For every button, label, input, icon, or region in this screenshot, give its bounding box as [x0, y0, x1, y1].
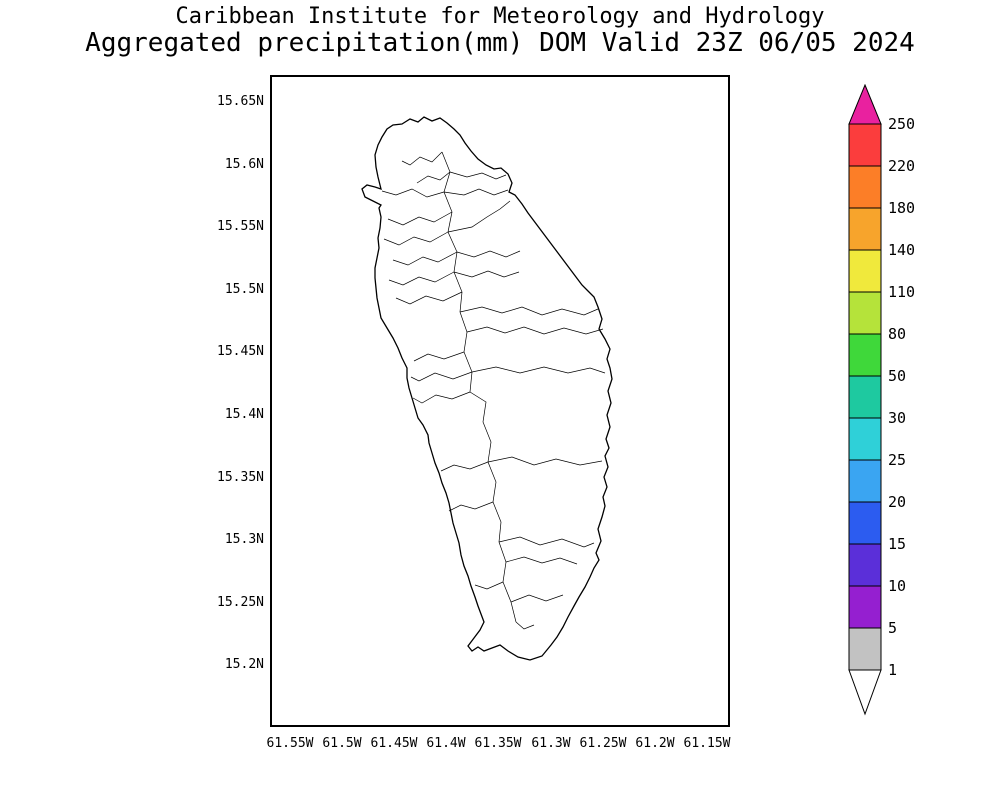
- colorbar-level-label: 110: [888, 283, 916, 301]
- colorbar-level-label: 50: [888, 367, 907, 385]
- colorbar-segment: [848, 333, 882, 377]
- precipitation-colorbar: [848, 83, 882, 716]
- colorbar-level-label: 30: [888, 409, 907, 427]
- colorbar-segment: [848, 585, 882, 629]
- y-axis-label: 15.45N: [217, 344, 264, 359]
- colorbar-level-label: 250: [888, 115, 916, 133]
- colorbar-level-label: 140: [888, 241, 916, 259]
- y-axis-label: 15.25N: [217, 595, 264, 610]
- page-title: Caribbean Institute for Meteorology and …: [175, 4, 825, 29]
- colorbar-segment: [848, 249, 882, 293]
- y-axis-label: 15.2N: [224, 657, 264, 672]
- colorbar-graphic: [848, 83, 882, 716]
- x-axis-label: 61.55W: [266, 736, 314, 751]
- x-axis-label: 61.35W: [474, 736, 522, 751]
- colorbar-level-label: 20: [888, 493, 907, 511]
- y-axis-label: 15.5N: [224, 282, 264, 297]
- colorbar-level-label: 15: [888, 535, 907, 553]
- y-axis-label: 15.6N: [224, 157, 264, 172]
- map-plot-area: [270, 75, 730, 727]
- colorbar-segment: [848, 459, 882, 503]
- colorbar-segment: [848, 207, 882, 251]
- colorbar-level-label: 10: [888, 577, 907, 595]
- colorbar-segment: [848, 291, 882, 335]
- colorbar-level-label: 180: [888, 199, 916, 217]
- colorbar-segment: [848, 165, 882, 209]
- colorbar-segment: [848, 417, 882, 461]
- x-axis-label: 61.2W: [635, 736, 675, 751]
- colorbar-level-label: 80: [888, 325, 907, 343]
- colorbar-level-label: 25: [888, 451, 907, 469]
- x-axis-label: 61.25W: [579, 736, 627, 751]
- x-axis-label: 61.15W: [683, 736, 731, 751]
- colorbar-level-label: 5: [888, 619, 898, 637]
- x-axis-label: 61.5W: [322, 736, 362, 751]
- colorbar-arrow-down: [848, 669, 882, 716]
- x-axis-label: 61.4W: [426, 736, 466, 751]
- y-axis-label: 15.4N: [224, 407, 264, 422]
- colorbar-segment: [848, 123, 882, 167]
- x-axis-label: 61.3W: [531, 736, 571, 751]
- x-axis-label: 61.45W: [370, 736, 418, 751]
- colorbar-segment: [848, 543, 882, 587]
- y-axis-label: 15.3N: [224, 532, 264, 547]
- title-block: Caribbean Institute for Meteorology and …: [0, 4, 1000, 59]
- dominica-basin-map: [361, 116, 613, 661]
- colorbar-arrow-up: [848, 83, 882, 125]
- y-axis-label: 15.35N: [217, 470, 264, 485]
- colorbar-segment: [848, 501, 882, 545]
- page-subtitle: Aggregated precipitation(mm) DOM Valid 2…: [85, 28, 915, 59]
- watershed-boundaries: [381, 151, 606, 630]
- colorbar-level-label: 220: [888, 157, 916, 175]
- y-axis-label: 15.65N: [217, 94, 264, 109]
- y-axis-label: 15.55N: [217, 219, 264, 234]
- dominica-coastline: [361, 116, 613, 661]
- colorbar-level-label: 1: [888, 661, 898, 679]
- colorbar-segment: [848, 627, 882, 671]
- colorbar-segment: [848, 375, 882, 419]
